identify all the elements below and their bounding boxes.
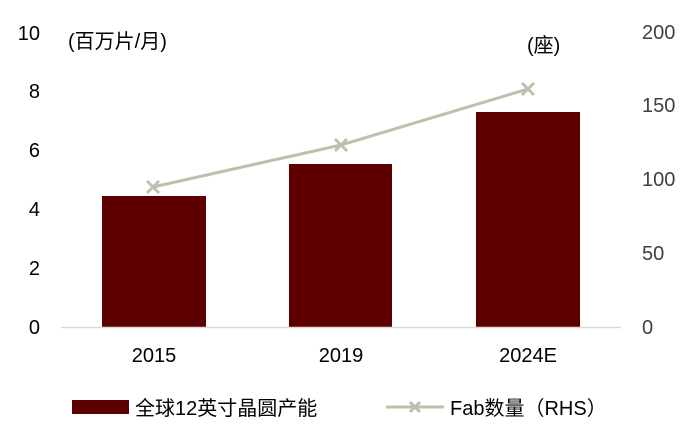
x-marker-icon [145,179,161,195]
right-axis-unit: (座) [527,34,560,57]
right-tick-150: 150 [642,95,675,117]
category-2024e: 2024E [499,345,557,367]
right-tick-50: 50 [642,243,664,265]
legend: 全球12英寸晶圆产能 Fab数量（RHS） [72,397,607,420]
left-tick-2: 2 [29,258,40,280]
left-tick-6: 6 [29,140,40,162]
bar-2019 [289,164,392,327]
left-tick-10: 10 [18,23,40,45]
left-tick-0: 0 [29,317,40,339]
legend-bar-label: 全球12英寸晶圆产能 [135,397,317,420]
left-tick-4: 4 [29,199,40,221]
legend-x-marker-icon [408,400,422,414]
bar-2015 [102,196,206,327]
line-series [145,81,536,195]
category-2019: 2019 [319,345,364,367]
right-tick-200: 200 [642,22,675,44]
right-tick-100: 100 [642,169,675,191]
bar-series [102,112,580,327]
right-tick-0: 0 [642,317,653,339]
legend-line-label: Fab数量（RHS） [450,397,607,420]
x-marker-icon [520,81,536,97]
x-marker-icon [333,137,349,153]
category-2015: 2015 [132,345,177,367]
right-axis: 0 50 100 150 200 [642,22,675,339]
bar-2024e [476,112,580,327]
legend-bar-swatch [72,400,129,414]
left-axis-unit: (百万片/月) [68,30,167,53]
category-axis: 2015 2019 2024E [132,345,557,367]
left-axis: 0 2 4 6 8 10 [18,23,40,339]
left-tick-8: 8 [29,81,40,103]
